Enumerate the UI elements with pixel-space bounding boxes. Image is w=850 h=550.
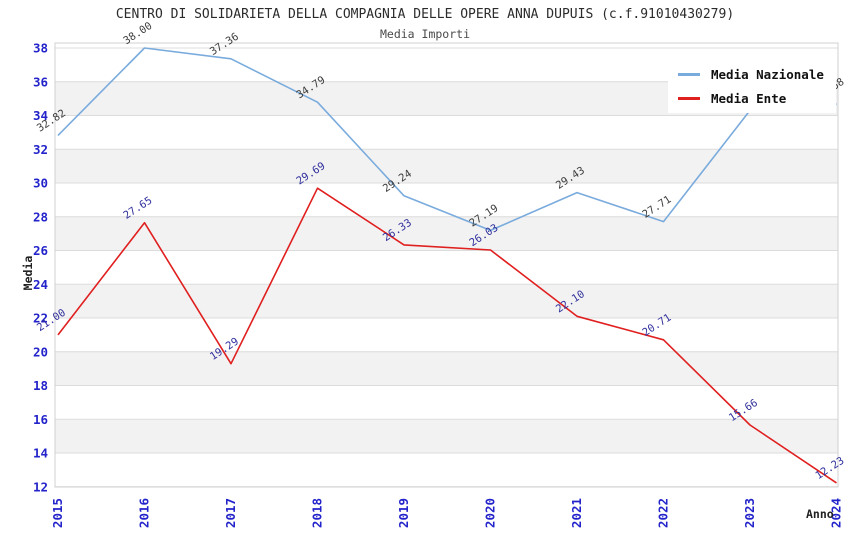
series-line-media-nazionale xyxy=(57,47,837,232)
x-axis-tick-label: 2020 xyxy=(483,498,498,528)
x-axis-title: Anno xyxy=(806,507,834,521)
x-axis-tick-label: 2022 xyxy=(656,498,671,528)
legend: Media Nazionale Media Ente xyxy=(668,60,836,113)
y-axis-tick-label: 14 xyxy=(33,446,48,461)
y-axis-tick-label: 30 xyxy=(33,176,48,191)
media-ente-line-swatch xyxy=(678,97,700,100)
y-axis-tick-label: 12 xyxy=(33,479,48,494)
y-axis-tick-label: 32 xyxy=(33,142,48,157)
plot-border xyxy=(54,42,839,488)
x-axis-tick-label: 2015 xyxy=(50,498,65,528)
plot-band xyxy=(55,351,838,386)
legend-item-media-ente: Media Ente xyxy=(678,91,824,106)
legend-label: Media Ente xyxy=(711,91,787,106)
data-point-label: 37.36 xyxy=(208,31,241,58)
y-axis-tick-label: 38 xyxy=(33,41,48,56)
media-nazionale-line-swatch xyxy=(678,73,700,76)
x-axis-tick-label: 2021 xyxy=(569,498,584,528)
y-axis-tick-label: 16 xyxy=(33,412,48,427)
plot-band xyxy=(55,419,838,453)
legend-item-media-nazionale: Media Nazionale xyxy=(678,67,824,82)
x-axis-tick-label: 2017 xyxy=(223,498,238,528)
chart-subtitle: Media Importi xyxy=(379,27,470,41)
y-axis-tick-label: 36 xyxy=(33,74,48,89)
plot-band xyxy=(55,149,838,183)
legend-label: Media Nazionale xyxy=(711,67,824,82)
y-axis-title: Media xyxy=(21,255,35,291)
y-axis-tick-label: 34 xyxy=(33,108,48,123)
x-axis-tick-label: 2023 xyxy=(742,498,757,528)
x-axis-tick-label: 2019 xyxy=(396,498,411,528)
y-axis-tick-label: 22 xyxy=(33,311,48,326)
y-axis-tick-label: 20 xyxy=(33,344,48,359)
y-axis-tick-label: 18 xyxy=(33,378,48,393)
y-axis-tick-label: 28 xyxy=(33,209,48,224)
x-axis-tick-label: 2024 xyxy=(829,498,844,528)
plot-band xyxy=(55,216,838,251)
y-axis-tick-label: 24 xyxy=(33,277,48,292)
x-axis-tick-label: 2018 xyxy=(310,498,325,528)
series-line-media-ente xyxy=(57,187,837,484)
x-axis-tick-label: 2016 xyxy=(137,498,152,528)
chart-title: CENTRO DI SOLIDARIETA DELLA COMPAGNIA DE… xyxy=(115,7,735,22)
plot-band xyxy=(55,284,838,318)
y-axis-tick-label: 26 xyxy=(33,243,48,258)
